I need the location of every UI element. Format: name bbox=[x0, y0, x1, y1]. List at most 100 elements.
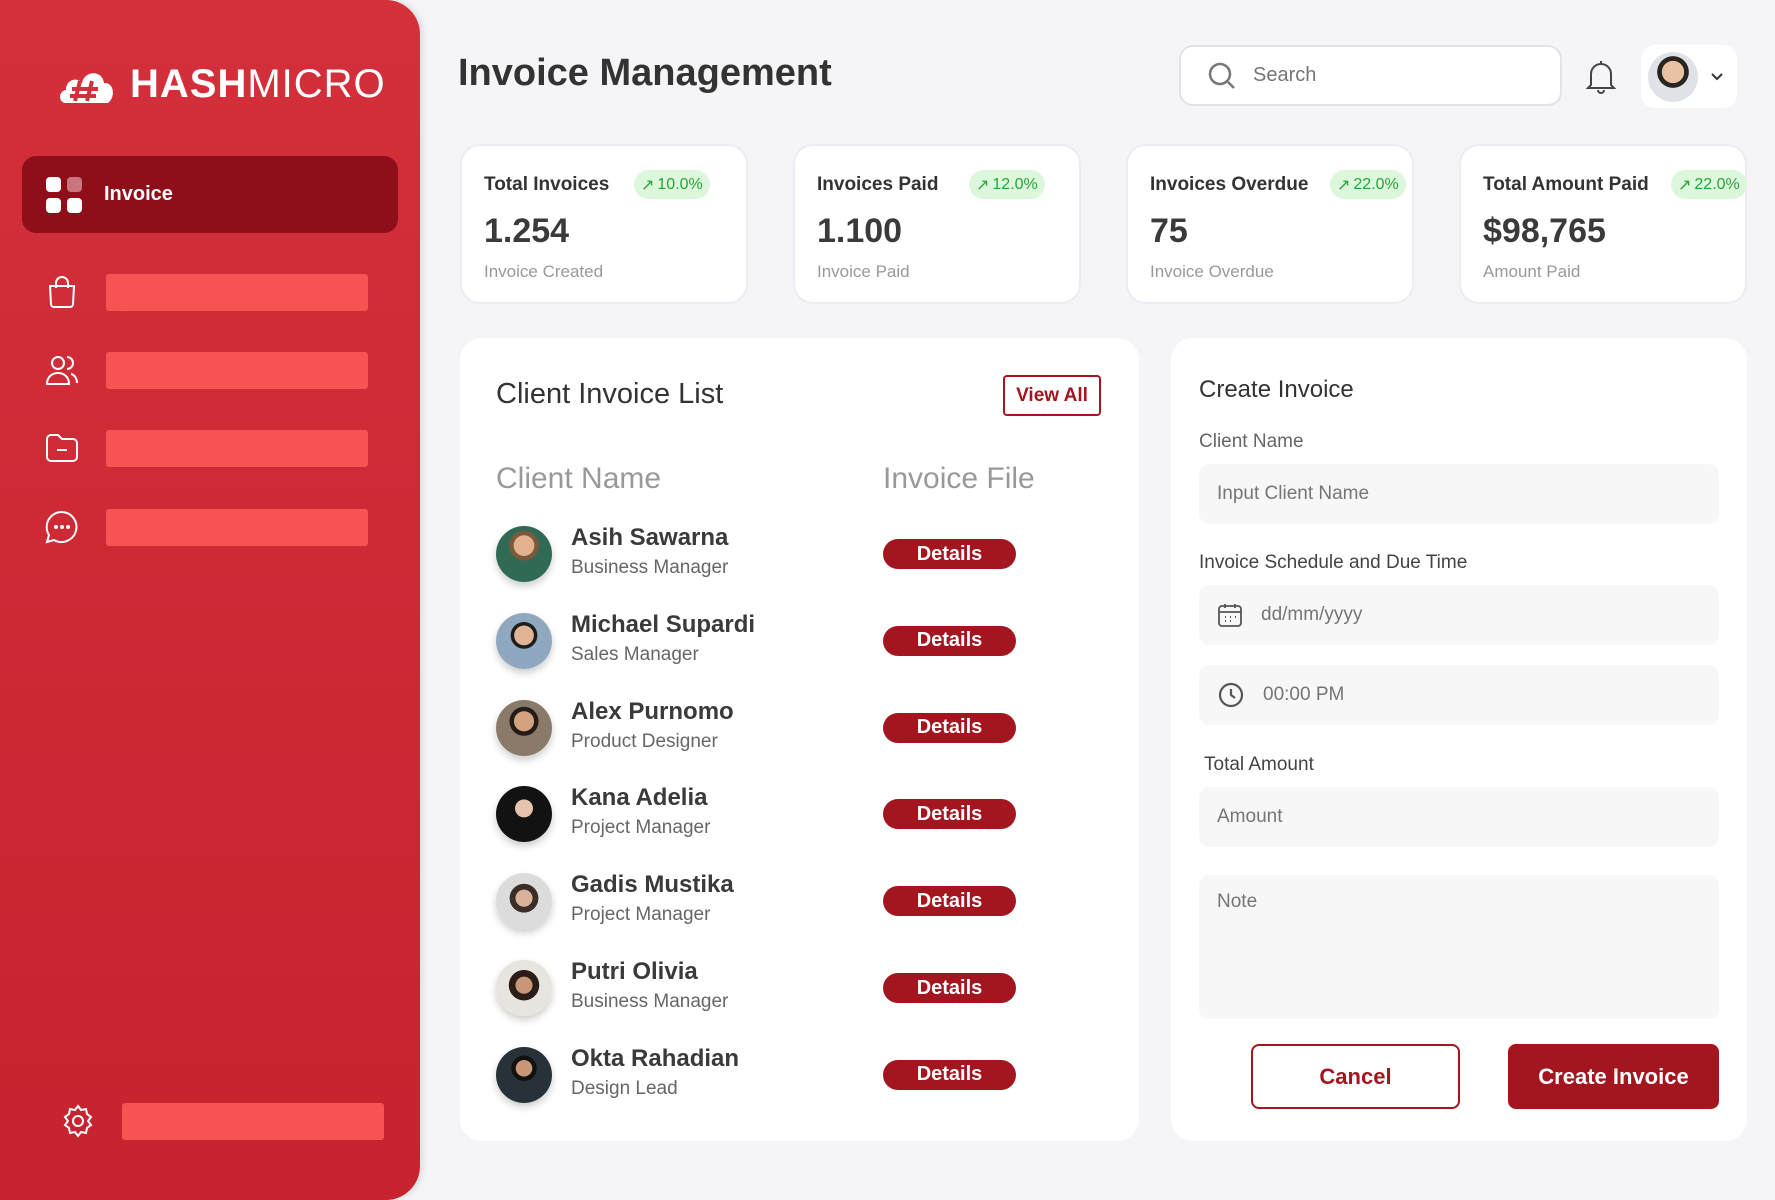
change-badge: ↗ 22.0% bbox=[1671, 170, 1747, 199]
cancel-button[interactable]: Cancel bbox=[1251, 1044, 1460, 1109]
shopping-bag-icon bbox=[48, 276, 76, 308]
client-role: Project Manager bbox=[571, 817, 711, 839]
client-avatar bbox=[496, 960, 552, 1016]
client-name: Alex Purnomo bbox=[571, 697, 734, 725]
client-name: Okta Rahadian bbox=[571, 1044, 740, 1072]
client-role: Sales Manager bbox=[571, 643, 699, 665]
stat-value: 75 bbox=[1150, 212, 1188, 250]
amount-field[interactable] bbox=[1199, 787, 1719, 847]
sidebar-item-placeholder bbox=[106, 429, 368, 467]
details-button[interactable]: Details bbox=[883, 539, 1016, 569]
column-header-client-name: Client Name bbox=[496, 462, 662, 495]
table-row: Putri Olivia Business Manager Details bbox=[496, 958, 1096, 1018]
schedule-label: Invoice Schedule and Due Time bbox=[1199, 552, 1468, 573]
chat-icon bbox=[45, 510, 78, 544]
sidebar-item-placeholder bbox=[106, 508, 368, 546]
sidebar-item-settings[interactable] bbox=[60, 1101, 400, 1141]
sidebar-item-placeholder bbox=[122, 1102, 384, 1140]
stat-value: 1.100 bbox=[817, 212, 903, 250]
hashmicro-logo[interactable]: HASHMICRO bbox=[58, 62, 386, 107]
sidebar-item-label: Invoice bbox=[104, 183, 173, 205]
clock-icon bbox=[1218, 682, 1244, 708]
client-role: Project Manager bbox=[571, 904, 711, 926]
details-button[interactable]: Details bbox=[883, 799, 1016, 830]
stat-title: Invoices Overdue bbox=[1150, 174, 1309, 195]
search-input[interactable] bbox=[1253, 64, 1533, 87]
view-all-button[interactable]: View All bbox=[1003, 375, 1101, 416]
table-row: Kana Adelia Project Manager Details bbox=[496, 784, 1096, 844]
client-avatar bbox=[496, 873, 552, 930]
trend-up-icon: ↗ bbox=[1678, 176, 1692, 194]
table-row: Gadis Mustika Project Manager Details bbox=[496, 871, 1096, 931]
sidebar-item-placeholder bbox=[106, 351, 368, 389]
client-avatar bbox=[496, 699, 552, 756]
change-badge: ↗ 10.0% bbox=[634, 170, 710, 199]
client-avatar bbox=[496, 526, 552, 582]
trend-up-icon: ↗ bbox=[1337, 176, 1351, 194]
calendar-icon bbox=[1218, 604, 1242, 627]
chevron-down-icon bbox=[1711, 72, 1723, 80]
sidebar-item-files[interactable] bbox=[44, 428, 384, 468]
create-invoice-form: Create Invoice Client Name Invoice Sched… bbox=[1171, 338, 1747, 1141]
client-name-input[interactable] bbox=[1217, 483, 1657, 505]
table-row: Alex Purnomo Product Designer Details bbox=[496, 698, 1096, 758]
sidebar-item-messages[interactable] bbox=[44, 507, 384, 547]
stat-card-invoices-overdue: Invoices Overdue ↗ 22.0% 75 Invoice Overd… bbox=[1126, 144, 1414, 304]
time-input[interactable] bbox=[1263, 684, 1703, 706]
user-menu[interactable] bbox=[1641, 45, 1737, 108]
client-avatar bbox=[496, 612, 552, 669]
stat-card-invoices-paid: Invoices Paid ↗ 12.0% 1.100 Invoice Paid bbox=[793, 144, 1081, 304]
bell-icon[interactable] bbox=[1586, 58, 1616, 94]
stat-value: 1.254 bbox=[484, 212, 570, 250]
list-title: Client Invoice List bbox=[496, 378, 724, 410]
date-input[interactable] bbox=[1261, 604, 1701, 626]
client-name-field[interactable] bbox=[1199, 464, 1719, 524]
client-name: Michael Supardi bbox=[571, 610, 756, 638]
note-field[interactable] bbox=[1199, 875, 1719, 1019]
time-field[interactable] bbox=[1199, 665, 1719, 725]
client-name: Putri Olivia bbox=[571, 958, 698, 985]
stat-subtitle: Amount Paid bbox=[1483, 262, 1581, 281]
sidebar-item-orders[interactable] bbox=[44, 272, 384, 312]
table-row: Okta Rahadian Design Lead Details bbox=[496, 1045, 1096, 1105]
trend-up-icon: ↗ bbox=[641, 176, 655, 194]
details-button[interactable]: Details bbox=[883, 712, 1016, 743]
stat-subtitle: Invoice Overdue bbox=[1150, 262, 1274, 281]
details-button[interactable]: Details bbox=[883, 1059, 1016, 1090]
gear-icon bbox=[63, 1104, 93, 1138]
logo-text-light: MICRO bbox=[247, 62, 386, 106]
sidebar-item-placeholder bbox=[106, 273, 368, 311]
stat-card-total-amount-paid: Total Amount Paid ↗ 22.0% $98,765 Amount … bbox=[1459, 144, 1747, 304]
client-role: Product Designer bbox=[571, 730, 718, 752]
cloud-hash-icon bbox=[60, 72, 113, 103]
amount-input[interactable] bbox=[1217, 806, 1657, 828]
client-role: Design Lead bbox=[571, 1077, 678, 1099]
stat-title: Total Amount Paid bbox=[1483, 174, 1649, 195]
client-avatar bbox=[496, 786, 552, 843]
stat-card-total-invoices: Total Invoices ↗ 10.0% 1.254 Invoice Crea… bbox=[460, 144, 748, 304]
stat-title: Total Invoices bbox=[484, 174, 610, 195]
avatar bbox=[1648, 51, 1698, 102]
date-field[interactable] bbox=[1199, 585, 1719, 645]
client-name-label: Client Name bbox=[1199, 431, 1304, 452]
details-button[interactable]: Details bbox=[883, 973, 1016, 1003]
search-icon bbox=[1208, 62, 1235, 89]
total-amount-label: Total Amount bbox=[1204, 754, 1314, 775]
create-invoice-button[interactable]: Create Invoice bbox=[1508, 1044, 1719, 1109]
form-title: Create Invoice bbox=[1199, 376, 1354, 403]
stat-subtitle: Invoice Created bbox=[484, 262, 604, 281]
dashboard-grid-icon bbox=[46, 176, 82, 213]
page-title: Invoice Management bbox=[458, 52, 832, 94]
sidebar-item-invoice[interactable]: Invoice bbox=[22, 156, 398, 233]
sidebar-item-clients[interactable] bbox=[44, 350, 384, 390]
note-textarea[interactable] bbox=[1217, 891, 1657, 1001]
client-name: Kana Adelia bbox=[571, 784, 708, 812]
change-badge: ↗ 12.0% bbox=[969, 170, 1045, 199]
details-button[interactable]: Details bbox=[883, 886, 1016, 917]
details-button[interactable]: Details bbox=[883, 625, 1016, 656]
change-badge: ↗ 22.0% bbox=[1330, 170, 1406, 199]
sidebar: HASHMICRO Invoice bbox=[0, 0, 420, 1200]
stat-value: $98,765 bbox=[1483, 212, 1606, 250]
users-icon bbox=[45, 356, 78, 385]
search-box[interactable] bbox=[1179, 45, 1562, 106]
